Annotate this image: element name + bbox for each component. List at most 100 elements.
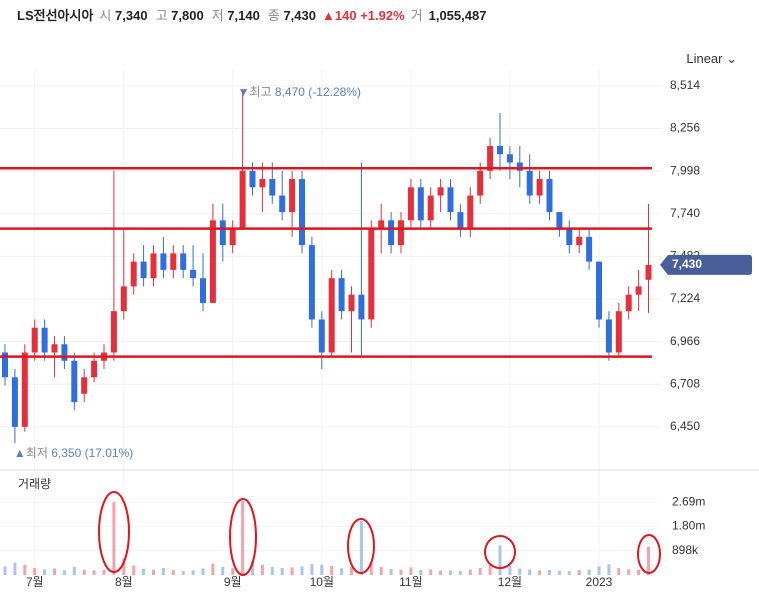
y-tick-label: 1.80m — [672, 519, 705, 533]
scale-selector[interactable]: Linear ⌄ — [686, 51, 737, 66]
candle-body — [308, 245, 315, 320]
volume-bar — [221, 566, 225, 575]
volume-bar — [132, 565, 136, 575]
volume-bar — [231, 568, 235, 575]
volume-bar — [617, 567, 621, 575]
volume-bar — [310, 563, 314, 575]
volume-bar — [567, 570, 571, 575]
candle-body — [328, 278, 335, 353]
candle-body — [615, 311, 622, 353]
scale-label: Linear — [686, 51, 723, 66]
volume-bar — [171, 570, 175, 575]
candle-body — [645, 264, 652, 280]
info-value: 7,340 — [115, 8, 148, 23]
volume-bar — [191, 570, 195, 575]
ohlc-info: 시 7,340 고 7,800 저 7,140 종 7,430 — [99, 5, 316, 24]
candle-body — [437, 187, 444, 196]
candle-body — [407, 187, 414, 221]
annotation-part: 6,350 (17.01%) — [51, 446, 133, 460]
candle-body — [160, 253, 167, 270]
candle-body — [596, 261, 602, 320]
y-tick-label: 8,256 — [670, 121, 700, 135]
candle-body — [71, 360, 78, 403]
volume-bar — [201, 568, 205, 575]
candle-body — [625, 294, 632, 312]
candle-body — [467, 195, 474, 229]
circle-annotations — [98, 491, 661, 576]
volume-bar — [53, 568, 56, 575]
candle-body — [190, 269, 197, 279]
circle — [637, 534, 661, 574]
candle-body — [427, 195, 434, 221]
candle-body — [368, 228, 375, 320]
y-tick-label: 7,224 — [670, 291, 700, 305]
x-tick-label: 8월 — [115, 575, 133, 589]
volume-bar — [142, 568, 146, 575]
y-tick-label: 7,740 — [670, 206, 700, 220]
candle-body — [318, 319, 325, 353]
candle-body — [91, 360, 98, 378]
info-item: 저 7,140 — [212, 5, 260, 24]
annotation-part: ▼ — [238, 85, 250, 99]
candle-body — [586, 236, 593, 262]
volume-bar — [280, 567, 284, 575]
candle-body — [516, 162, 523, 171]
candle-body — [110, 311, 117, 353]
volume-bar — [33, 567, 37, 575]
volume-bar — [419, 569, 423, 575]
candle-body — [299, 179, 305, 246]
volume-bar — [468, 569, 472, 575]
candle-body — [130, 261, 137, 287]
circle — [347, 518, 375, 574]
candle-body — [417, 187, 424, 221]
candle-body — [150, 253, 157, 279]
candle-body — [556, 212, 563, 229]
candle-body — [180, 253, 187, 270]
candle-body — [2, 352, 8, 378]
candle-body — [388, 220, 395, 246]
candle-body — [200, 278, 206, 303]
volume-bar — [458, 570, 462, 575]
candle-body — [219, 220, 226, 246]
last-price-tag — [660, 254, 752, 275]
y-tick-label: 6,450 — [670, 419, 700, 433]
circle — [229, 498, 257, 576]
candle-body — [21, 352, 28, 427]
volume-bar — [82, 569, 86, 575]
candle-body — [41, 327, 48, 353]
annotation-part: ▲ — [14, 446, 26, 460]
volume-bar — [508, 565, 512, 575]
volume-bar — [102, 569, 106, 575]
volume-bar — [330, 566, 334, 575]
y-tick-label: 7,998 — [670, 163, 700, 177]
volume-bar — [270, 566, 274, 575]
volume-bar — [587, 569, 591, 575]
change: ▲140 +1.92% — [321, 8, 405, 23]
volume-bar — [429, 569, 433, 575]
candle-body — [31, 327, 38, 353]
volume-bar — [350, 566, 353, 575]
x-tick-label: 10월 — [310, 575, 334, 589]
circle — [484, 535, 516, 569]
candle-body — [566, 228, 573, 246]
candle-body — [61, 344, 68, 361]
candle-body — [279, 195, 286, 213]
change-pct: +1.92% — [360, 8, 405, 23]
info-label: 시 — [99, 8, 112, 23]
volume-bar — [260, 564, 264, 575]
volume-bar — [538, 570, 542, 575]
candle-body — [398, 220, 404, 246]
candle-body — [209, 220, 216, 303]
volume-bar — [211, 563, 215, 575]
volume-bar — [62, 570, 66, 575]
candle-body — [635, 286, 642, 295]
volume-bar — [488, 564, 492, 575]
volume-bar — [498, 545, 502, 575]
info-value: 7,800 — [171, 8, 204, 23]
volume-bar — [389, 569, 393, 575]
volume-bar — [152, 569, 155, 575]
candle-body — [289, 179, 296, 213]
annotation-part: 최저 — [26, 446, 48, 460]
candle-body — [378, 220, 385, 229]
